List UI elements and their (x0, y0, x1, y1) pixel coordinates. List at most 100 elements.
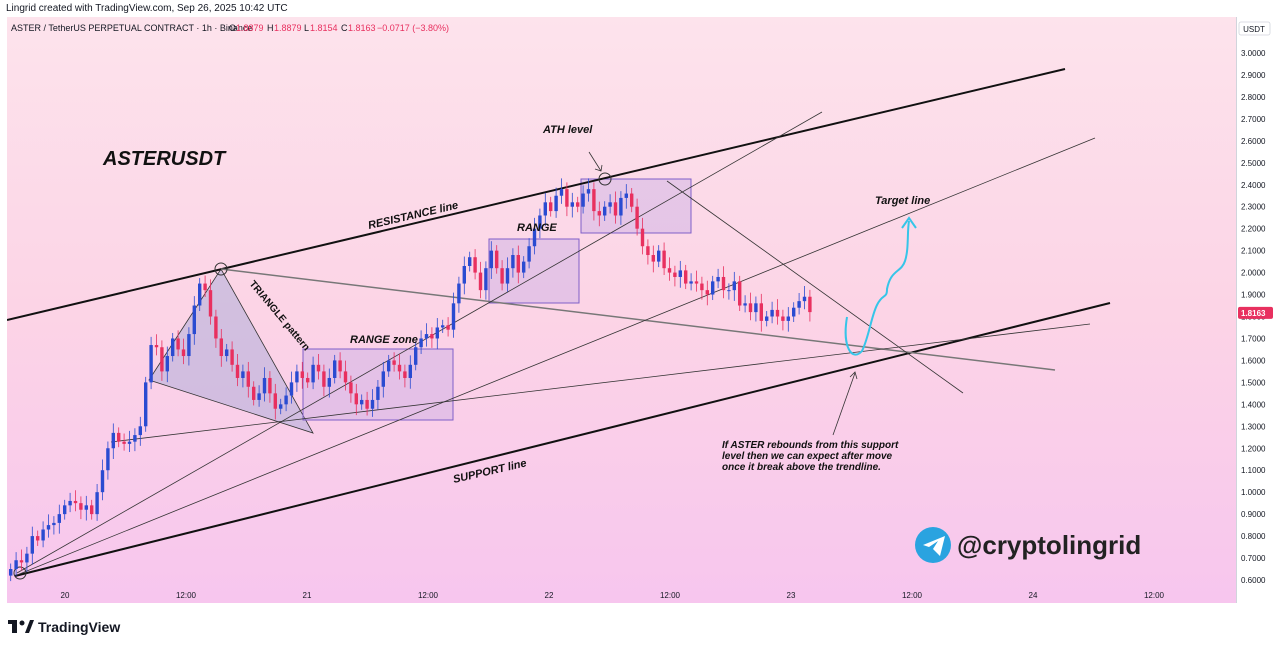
low-label: L (304, 23, 309, 33)
candle (370, 389, 375, 417)
tradingview-brand: TradingView (38, 619, 121, 635)
candle (576, 196, 580, 213)
triangle-upper-trendline[interactable] (220, 268, 1056, 371)
candle (25, 546, 29, 572)
pivot-marker-ath (598, 172, 612, 186)
target-arrowhead-icon (901, 216, 917, 229)
candle (592, 182, 596, 221)
candle (802, 285, 807, 310)
candle (289, 371, 294, 404)
price-tick-label: 2.9000 (1241, 71, 1266, 80)
price-tick-label: 2.0000 (1241, 269, 1266, 278)
candle (765, 311, 769, 327)
lower-trendline[interactable] (110, 323, 1091, 443)
candle (549, 196, 553, 217)
change-value: −0.0717 (−3.80%) (377, 23, 449, 33)
price-tick-label: 2.5000 (1241, 159, 1266, 168)
high-label: H (267, 23, 274, 33)
chart-title: ASTERUSDT (102, 148, 227, 170)
candle (781, 309, 785, 331)
candle (732, 271, 736, 301)
candle (279, 398, 283, 415)
currency-badge[interactable] (1238, 21, 1271, 36)
candle (392, 352, 396, 372)
time-tick-label: 20 (61, 591, 70, 600)
candle (797, 293, 801, 315)
candle (694, 270, 699, 292)
descending-trendline[interactable] (666, 180, 964, 394)
tradingview-logo[interactable]: TradingView (8, 617, 120, 637)
candle (532, 217, 537, 255)
chart-pane[interactable]: ASTER / TetherUS PERPETUAL CONTRACT · 1h… (7, 17, 1236, 603)
candle (117, 427, 121, 448)
candle (489, 241, 493, 279)
open-label: O (229, 23, 236, 33)
candle (387, 354, 391, 377)
candle (630, 188, 634, 213)
candle (430, 327, 434, 348)
candle (30, 526, 34, 565)
telegram-watermark: @cryptolingrid (915, 527, 1141, 563)
candle (770, 301, 774, 324)
candle (792, 302, 796, 322)
candle (581, 185, 585, 214)
candle (635, 198, 639, 236)
open-value: 1.8879 (236, 23, 264, 33)
last-price-tag: 1.8163 (1238, 306, 1273, 319)
candle (748, 292, 753, 321)
candle (165, 346, 169, 383)
time-tick-label: 12:00 (660, 591, 681, 600)
candle (775, 299, 780, 325)
candle (241, 364, 245, 388)
candle (252, 381, 256, 406)
price-tick-label: 2.6000 (1241, 137, 1266, 146)
candle (651, 245, 655, 273)
candle (111, 423, 115, 460)
time-axis[interactable]: 2012:002112:002212:002312:002412:002512:… (7, 587, 1236, 603)
candle (738, 275, 742, 312)
footer: TradingView (0, 608, 1280, 646)
candle (144, 376, 148, 432)
candle (154, 334, 159, 356)
high-value: 1.8879 (274, 23, 302, 33)
candle (565, 182, 569, 217)
candle (684, 264, 688, 290)
candle (554, 187, 558, 218)
price-tick-label: 0.9000 (1241, 510, 1266, 519)
candle (273, 383, 277, 420)
candle (19, 549, 24, 571)
candle (640, 217, 645, 255)
candle (500, 260, 504, 291)
target-trendline[interactable] (16, 137, 1096, 576)
candle (57, 504, 61, 534)
price-tick-label: 2.4000 (1241, 181, 1266, 190)
candle (187, 327, 191, 366)
candle (743, 295, 747, 313)
target-label: Target line (875, 195, 930, 207)
candle (646, 239, 650, 265)
candle (149, 336, 153, 390)
price-tick-label: 0.7000 (1241, 554, 1266, 563)
candle (246, 361, 250, 398)
candle (235, 354, 240, 387)
resistance-line[interactable] (7, 68, 1066, 321)
candle (181, 338, 186, 365)
price-axis[interactable]: USDT 3.0000 2.9000 2.8000 2.7000 2.6000 2.500… (1236, 17, 1274, 603)
candle (63, 499, 67, 520)
candle (257, 385, 261, 407)
chart-svg[interactable]: ASTER / TetherUS PERPETUAL CONTRACT · 1h… (7, 17, 1236, 603)
candle (451, 292, 456, 338)
price-tick-label: 1.5000 (1241, 378, 1266, 387)
price-tick-label: 1.0000 (1241, 488, 1266, 497)
candle (127, 430, 132, 452)
support-label: SUPPORT line (452, 457, 528, 486)
candle (360, 394, 364, 410)
time-tick-label: 22 (545, 591, 554, 600)
support-line[interactable] (14, 302, 1111, 577)
ath-label: ATH level (542, 124, 593, 136)
candle (408, 355, 412, 389)
price-tick-label: 2.8000 (1241, 93, 1266, 102)
candle (613, 191, 618, 224)
price-tick-label: 2.7000 (1241, 115, 1266, 124)
candle (354, 383, 358, 416)
